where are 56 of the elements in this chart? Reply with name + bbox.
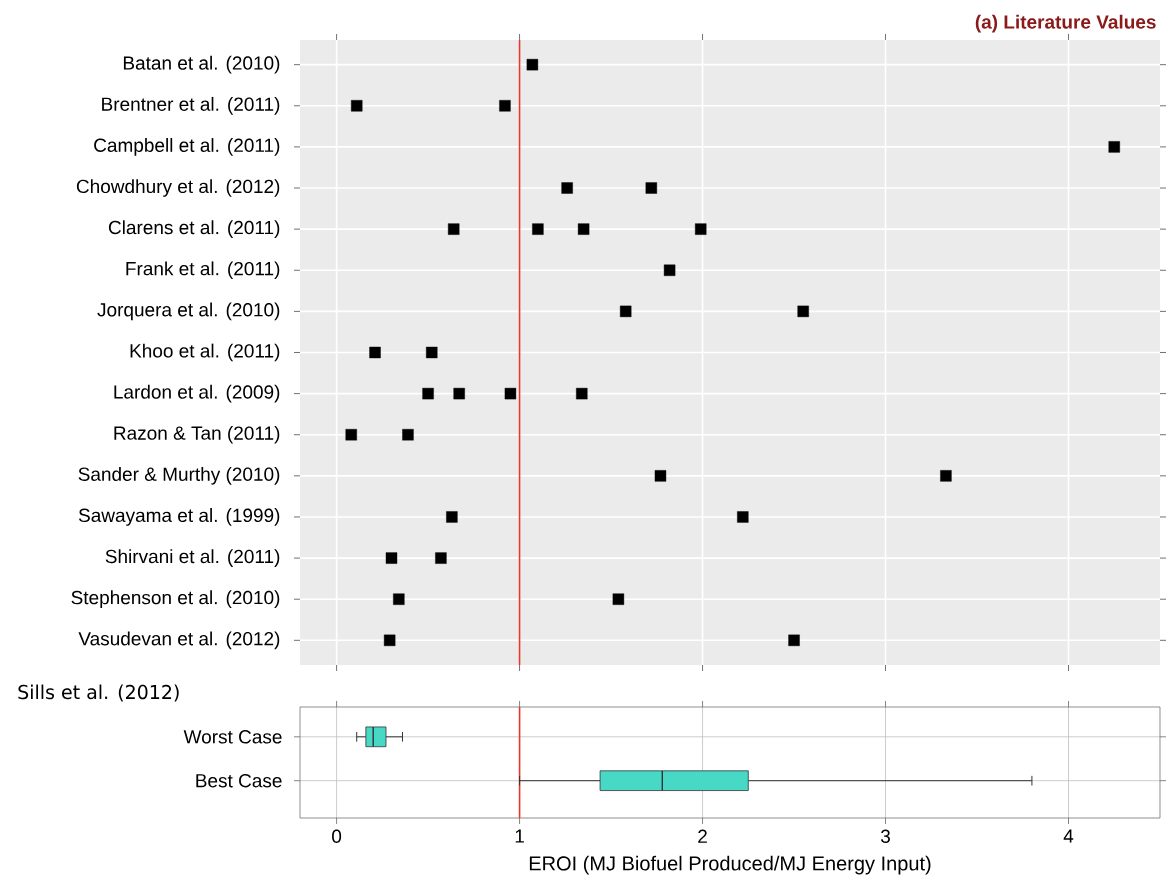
point [383, 634, 396, 647]
point [620, 305, 632, 318]
y-tick-label: Frank et al. (2011) [126, 261, 280, 280]
point [654, 470, 667, 482]
y-tick-label: Brentner et al. (2011) [102, 96, 280, 115]
point [453, 387, 465, 400]
chart-title: (a) Literature Values [975, 14, 1156, 33]
point [393, 593, 405, 605]
point [561, 182, 573, 194]
point [645, 182, 658, 194]
y-tick-label: Lardon et al. (2009) [114, 384, 280, 403]
point [576, 387, 588, 400]
x-tick-label: 2 [698, 829, 707, 843]
text: Sills et al. (2012) [18, 684, 179, 702]
x-tick-label: 4 [1063, 829, 1074, 843]
x-axis-title: EROI (MJ Biofuel Produced/MJ Energy Input) [529, 855, 931, 875]
point [448, 223, 460, 235]
y-tick-label: Khoo et al. (2011) [130, 343, 280, 362]
point [504, 387, 517, 400]
y-tick-label: Batan et al. (2010) [123, 55, 280, 74]
y-tick-label: Campbell et al. (2011) [94, 138, 280, 156]
point [577, 223, 590, 235]
y-tick-label: Vasudevan et al. (2012) [78, 631, 280, 650]
point [532, 223, 544, 235]
point [663, 264, 676, 276]
point [526, 58, 539, 71]
y-tick-label: Sawayama et al. (1999) [78, 508, 280, 526]
y-tick-label: Shirvani et al. (2011) [105, 549, 280, 567]
point [402, 429, 414, 441]
point [385, 552, 398, 564]
y-tick-label: Jorquera et al. (2010) [97, 302, 280, 321]
y-tick-label: Chowdhury et al. (2012) [76, 179, 280, 197]
point [797, 305, 809, 318]
x-tick-label: 3 [880, 829, 890, 843]
point [940, 470, 952, 482]
x-tick-label: 1 [515, 829, 524, 843]
y-tick-label: Best Case [196, 773, 282, 788]
y-tick-label: Stephenson et al. (2010) [71, 590, 280, 609]
point [695, 223, 707, 235]
y-tick-label: Sander & Murthy (2010) [78, 466, 280, 485]
point [1108, 141, 1120, 153]
point [435, 552, 447, 564]
y-tick-label: Worst Case [183, 730, 282, 744]
y-tick-label: Clarens et al. (2011) [108, 220, 280, 238]
y-tick-label: Razon & Tan (2011) [114, 425, 280, 444]
point [351, 100, 363, 112]
point [369, 346, 381, 359]
point [422, 387, 434, 400]
point [499, 100, 511, 112]
x-tick-label: 0 [332, 829, 342, 843]
point [446, 511, 458, 523]
point [788, 634, 800, 647]
point [426, 346, 438, 359]
point [345, 429, 357, 441]
point [612, 593, 625, 605]
point [737, 511, 749, 523]
